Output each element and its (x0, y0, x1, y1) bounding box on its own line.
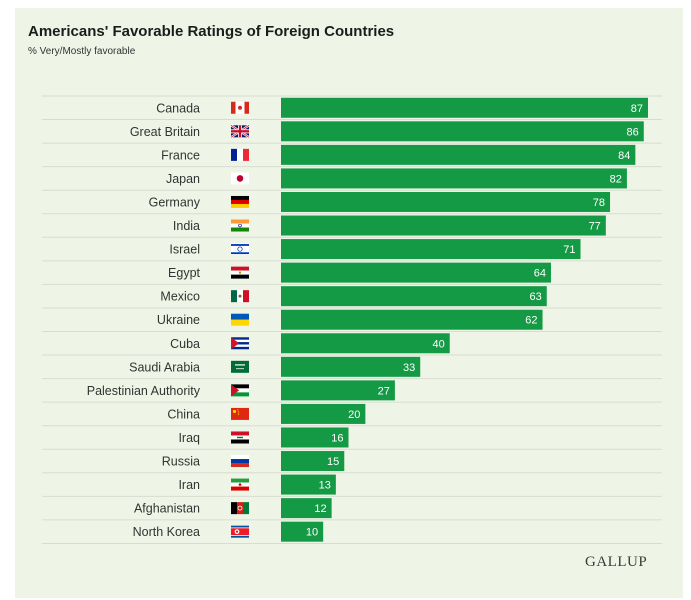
data-label: 64 (534, 268, 546, 280)
ukraine-flag-icon (231, 313, 249, 326)
mexico-flag-icon (231, 290, 249, 303)
data-label: 33 (403, 362, 415, 374)
bar (281, 239, 581, 260)
bar-row: Russia 15 (42, 451, 662, 474)
bar-row: Cuba 40 (42, 333, 662, 356)
data-label: 71 (563, 244, 575, 256)
data-label: 40 (432, 338, 444, 350)
data-label: 84 (618, 150, 630, 162)
category-label: Afghanistan (134, 502, 200, 516)
bar-row: Iran 13 (42, 474, 662, 497)
data-label: 20 (348, 409, 360, 421)
data-label: 12 (314, 503, 326, 515)
category-label: Israel (169, 243, 200, 257)
data-label: 13 (319, 480, 331, 492)
bar-row: North Korea 10 (42, 521, 662, 544)
bar-row: Afghanistan 12 (42, 498, 662, 521)
data-label: 86 (627, 126, 639, 138)
category-label: Iraq (178, 431, 200, 445)
iran-flag-icon (231, 478, 249, 491)
bar (281, 521, 324, 542)
category-label: Russia (162, 455, 200, 469)
bar (281, 286, 547, 307)
gallup-logo: GALLUP (585, 554, 648, 570)
china-flag-icon (231, 407, 249, 420)
bar (281, 121, 644, 142)
category-label: North Korea (133, 525, 200, 539)
bar (281, 262, 551, 283)
russia-flag-icon (231, 455, 249, 468)
category-label: China (167, 407, 200, 421)
bar-row: Saudi Arabia 33 (42, 356, 662, 380)
category-label: Palestinian Authority (87, 384, 201, 398)
bar (281, 403, 366, 424)
data-label: 63 (530, 291, 542, 303)
data-label: 82 (610, 173, 622, 185)
category-label: Iran (178, 478, 200, 492)
data-label: 10 (306, 527, 318, 539)
iraq-flag-icon (231, 431, 249, 444)
bar (281, 144, 636, 165)
data-label: 62 (525, 315, 537, 327)
chart-subtitle: % Very/Mostly favorable (28, 46, 136, 57)
chart-title: Americans' Favorable Ratings of Foreign … (28, 23, 395, 40)
great-britain-flag-icon (230, 124, 250, 139)
cuba-flag-icon (231, 337, 249, 350)
france-flag-icon (231, 148, 249, 161)
bar-row: Iraq 16 (42, 427, 662, 450)
data-label: 78 (593, 197, 605, 209)
bar-row: Great Britain 86 (42, 121, 662, 144)
bar (281, 380, 395, 401)
bar (281, 191, 611, 212)
category-label: France (161, 148, 200, 162)
category-label: Canada (156, 101, 200, 115)
afghanistan-flag-icon (231, 502, 249, 515)
data-label: 27 (378, 385, 390, 397)
north-korea-flag-icon (231, 525, 249, 538)
bar (281, 97, 648, 118)
bar-row: Japan 82 (42, 168, 662, 191)
category-label: Great Britain (130, 125, 200, 139)
bar (281, 498, 332, 519)
category-label: Cuba (170, 337, 200, 351)
bar-row: France 84 (42, 144, 662, 168)
bar (281, 427, 349, 448)
bar (281, 356, 421, 377)
bar (281, 168, 627, 189)
data-label: 16 (331, 432, 343, 444)
israel-flag-icon (231, 243, 249, 256)
category-label: Saudi Arabia (129, 360, 200, 374)
data-label: 15 (327, 456, 339, 468)
category-label: India (173, 219, 200, 233)
bar-row: Israel 71 (42, 239, 662, 262)
category-label: Egypt (168, 266, 200, 280)
bar-row: Palestinian Authority 27 (42, 380, 662, 403)
category-label: Japan (166, 172, 200, 186)
bar-row: Canada 87 (42, 97, 662, 121)
bar (281, 333, 450, 354)
bar-row: Ukraine 62 (42, 309, 662, 332)
bar-row: India 77 (42, 215, 662, 238)
bar-row: Mexico 63 (42, 286, 662, 309)
bar-row: Germany 78 (42, 191, 662, 215)
bar-row: Egypt 64 (42, 262, 662, 285)
category-label: Ukraine (157, 313, 200, 327)
india-flag-icon (231, 219, 249, 232)
bar (281, 451, 345, 472)
category-label: Mexico (160, 290, 200, 304)
palestinian-authority-flag-icon (231, 384, 249, 397)
germany-flag-icon (231, 195, 249, 208)
bar (281, 215, 606, 236)
saudi-arabia-flag-icon (231, 360, 249, 373)
bar (281, 474, 336, 495)
canada-flag-icon (231, 101, 249, 114)
egypt-flag-icon (231, 266, 249, 279)
category-label: Germany (149, 195, 201, 209)
bar (281, 309, 543, 330)
japan-flag-icon (231, 172, 249, 185)
data-label: 87 (631, 103, 643, 115)
bar-row: China 20 (42, 403, 662, 427)
data-label: 77 (589, 221, 601, 233)
